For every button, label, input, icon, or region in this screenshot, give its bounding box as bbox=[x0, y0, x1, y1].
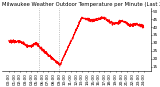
Text: Milwaukee Weather Outdoor Temperature per Minute (Last 24 Hours): Milwaukee Weather Outdoor Temperature pe… bbox=[2, 2, 160, 7]
